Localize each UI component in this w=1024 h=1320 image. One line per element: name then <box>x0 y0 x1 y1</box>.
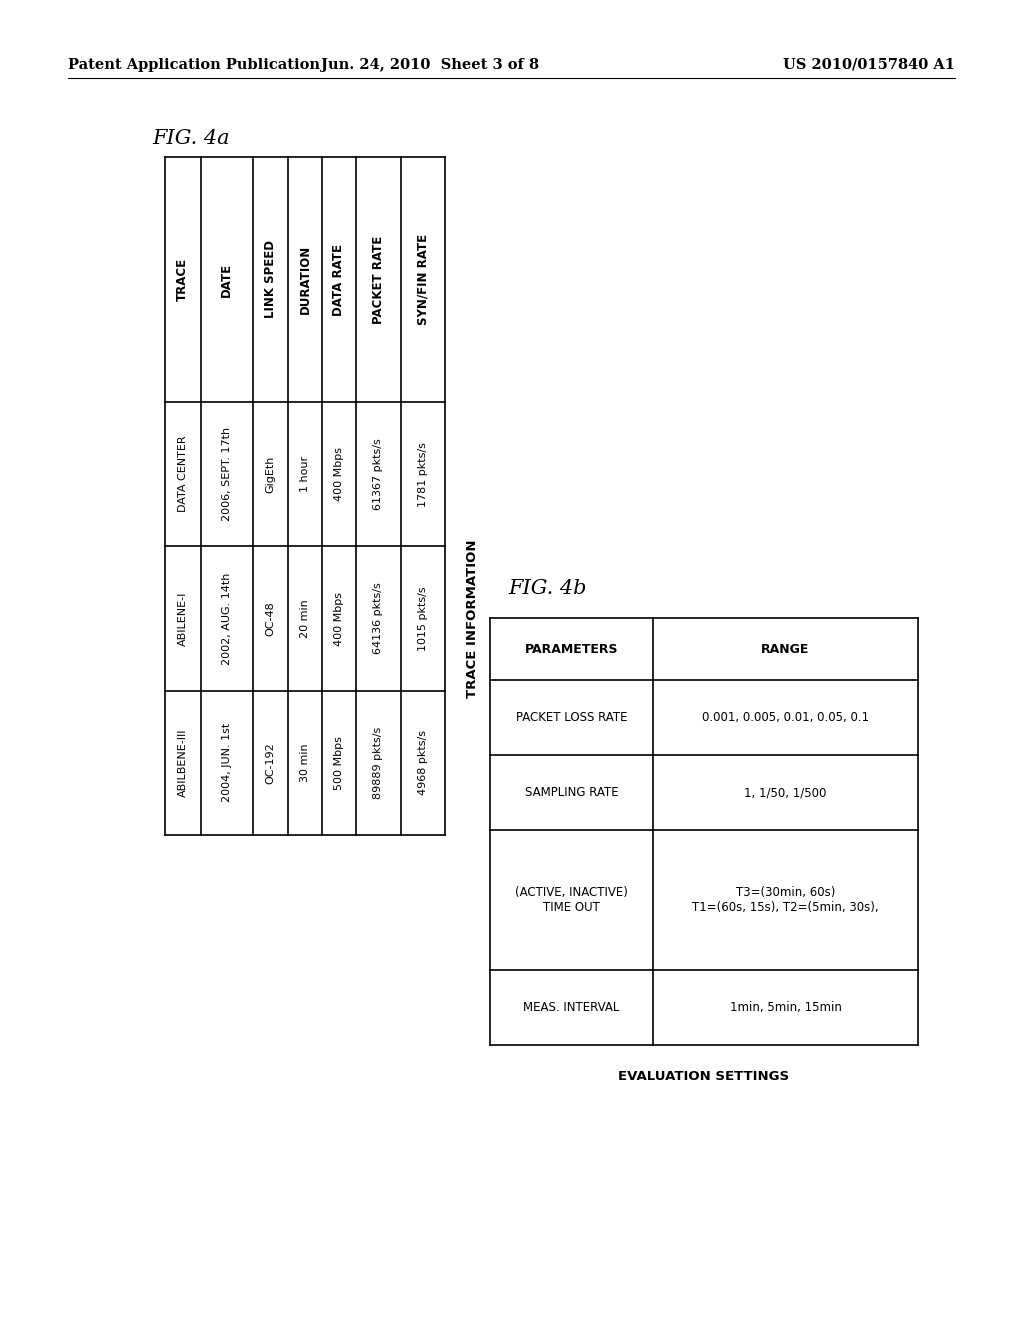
Text: LINK SPEED: LINK SPEED <box>264 240 276 318</box>
Text: 1781 pkts/s: 1781 pkts/s <box>418 442 428 507</box>
Text: ABILBENE-III: ABILBENE-III <box>178 729 187 797</box>
Text: GigEth: GigEth <box>265 455 275 492</box>
Text: SYN/FIN RATE: SYN/FIN RATE <box>417 234 429 325</box>
Text: DATA CENTER: DATA CENTER <box>178 436 187 512</box>
Text: 400 Mbps: 400 Mbps <box>334 447 344 502</box>
Text: (ACTIVE, INACTIVE): (ACTIVE, INACTIVE) <box>515 886 628 899</box>
Text: OC-192: OC-192 <box>265 742 275 784</box>
Text: T1=(60s, 15s), T2=(5min, 30s),: T1=(60s, 15s), T2=(5min, 30s), <box>692 902 879 913</box>
Text: 4968 pkts/s: 4968 pkts/s <box>418 730 428 796</box>
Text: 61367 pkts/s: 61367 pkts/s <box>373 438 383 510</box>
Text: 20 min: 20 min <box>300 599 310 638</box>
Text: 500 Mbps: 500 Mbps <box>334 735 344 789</box>
Text: FIG. 4a: FIG. 4a <box>152 128 229 148</box>
Text: 89889 pkts/s: 89889 pkts/s <box>373 727 383 799</box>
Text: 2002, AUG. 14th: 2002, AUG. 14th <box>221 573 231 665</box>
Text: 1 hour: 1 hour <box>300 457 310 492</box>
Text: 64136 pkts/s: 64136 pkts/s <box>373 582 383 655</box>
Text: 0.001, 0.005, 0.01, 0.05, 0.1: 0.001, 0.005, 0.01, 0.05, 0.1 <box>701 711 869 725</box>
Text: 30 min: 30 min <box>300 743 310 783</box>
Text: TRACE: TRACE <box>176 257 189 301</box>
Text: PACKET LOSS RATE: PACKET LOSS RATE <box>516 711 628 725</box>
Text: PARAMETERS: PARAMETERS <box>524 643 618 656</box>
Text: US 2010/0157840 A1: US 2010/0157840 A1 <box>783 58 955 73</box>
Text: OC-48: OC-48 <box>265 601 275 636</box>
Text: TRACE INFORMATION: TRACE INFORMATION <box>467 540 479 698</box>
Text: 2006, SEPT. 17th: 2006, SEPT. 17th <box>221 428 231 521</box>
Text: SAMPLING RATE: SAMPLING RATE <box>524 787 618 799</box>
Text: EVALUATION SETTINGS: EVALUATION SETTINGS <box>618 1071 790 1084</box>
Text: Patent Application Publication: Patent Application Publication <box>68 58 319 73</box>
Text: DATE: DATE <box>220 263 233 297</box>
Text: RANGE: RANGE <box>761 643 810 656</box>
Text: 1min, 5min, 15min: 1min, 5min, 15min <box>729 1001 842 1014</box>
Text: DURATION: DURATION <box>299 246 311 314</box>
Text: PACKET RATE: PACKET RATE <box>372 235 385 323</box>
Text: 400 Mbps: 400 Mbps <box>334 591 344 645</box>
Text: T3=(30min, 60s): T3=(30min, 60s) <box>736 886 836 899</box>
Text: MEAS. INTERVAL: MEAS. INTERVAL <box>523 1001 620 1014</box>
Text: ABILENE-I: ABILENE-I <box>178 591 187 645</box>
Text: Jun. 24, 2010  Sheet 3 of 8: Jun. 24, 2010 Sheet 3 of 8 <box>321 58 539 73</box>
Text: 1, 1/50, 1/500: 1, 1/50, 1/500 <box>744 787 826 799</box>
Text: FIG. 4b: FIG. 4b <box>508 578 587 598</box>
Text: 2004, JUN. 1st: 2004, JUN. 1st <box>221 723 231 803</box>
Text: 1015 pkts/s: 1015 pkts/s <box>418 586 428 651</box>
Text: TIME OUT: TIME OUT <box>543 902 600 913</box>
Text: DATA RATE: DATA RATE <box>332 243 345 315</box>
